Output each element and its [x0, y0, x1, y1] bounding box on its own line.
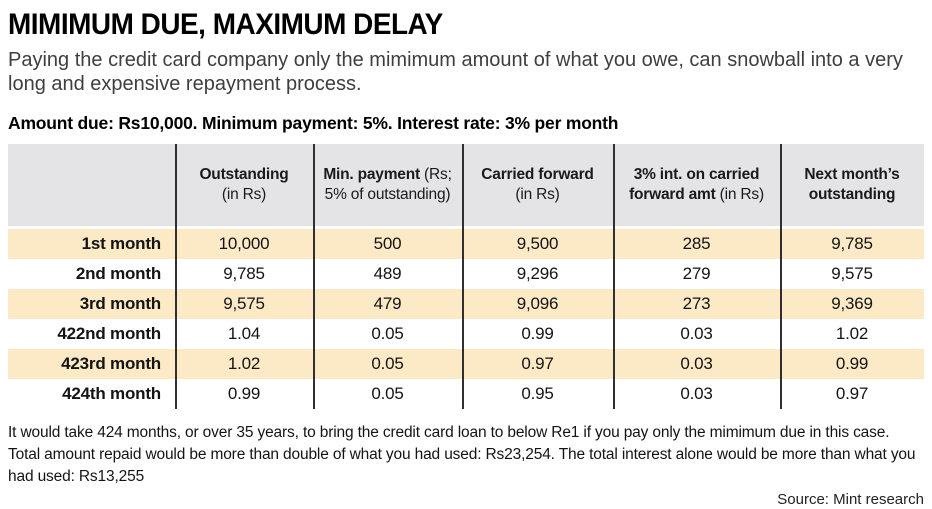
- table-row: 423rd month 1.02 0.05 0.97 0.03 0.99: [8, 349, 924, 379]
- source-credit: Source: Mint research: [777, 491, 924, 508]
- row-label: 2nd month: [75, 264, 161, 283]
- interest-value: 0.03: [680, 354, 713, 373]
- row-label: 1st month: [81, 234, 162, 253]
- min-payment-value: 0.05: [371, 354, 404, 373]
- interest-value: 285: [682, 234, 711, 253]
- row-label: 423rd month: [61, 354, 161, 373]
- interest-value: 273: [682, 294, 711, 313]
- column-header-interest: 3% int. on carried forward amt (in Rs): [629, 165, 764, 203]
- min-payment-value: 479: [373, 294, 402, 313]
- row-label: 422nd month: [57, 324, 161, 343]
- data-table: Outstanding (in Rs) Min. payment (Rs; 5%…: [8, 144, 924, 409]
- column-header-carried-forward: Carried forward (in Rs): [481, 165, 594, 203]
- table-header-row: Outstanding (in Rs) Min. payment (Rs; 5%…: [8, 144, 924, 226]
- column-divider: [175, 144, 177, 409]
- outstanding-value: 9,785: [223, 264, 265, 283]
- next-month-value: 9,785: [831, 234, 873, 253]
- outstanding-value: 9,575: [223, 294, 265, 313]
- footnote: It would take 424 months, or over 35 yea…: [8, 424, 916, 485]
- next-month-value: 0.99: [835, 354, 869, 373]
- next-month-value: 9,369: [831, 294, 873, 313]
- table-row: 2nd month 9,785 489 9,296 279 9,575: [8, 259, 924, 289]
- column-header-next-month: Next month’s outstanding: [804, 165, 900, 203]
- next-month-value: 1.02: [835, 324, 869, 343]
- carried-forward-value: 0.99: [521, 324, 554, 343]
- outstanding-value: 1.02: [227, 354, 261, 373]
- table-row: 3rd month 9,575 479 9,096 273 9,369: [8, 289, 924, 319]
- column-divider: [780, 144, 782, 409]
- column-divider: [613, 144, 615, 409]
- carried-forward-value: 0.95: [521, 384, 554, 403]
- table-row: 1st month 10,000 500 9,500 285 9,785: [8, 229, 924, 259]
- column-divider: [462, 144, 464, 409]
- table-row: 424th month 0.99 0.05 0.95 0.03 0.97: [8, 379, 924, 409]
- interest-value: 0.03: [680, 384, 713, 403]
- assumptions-line: Amount due: Rs10,000. Minimum payment: 5…: [8, 113, 619, 133]
- carried-forward-value: 9,096: [516, 294, 559, 313]
- carried-forward-value: 9,296: [516, 264, 559, 283]
- row-label: 424th month: [62, 384, 161, 403]
- interest-value: 279: [682, 264, 711, 283]
- min-payment-value: 0.05: [371, 384, 404, 403]
- outstanding-value: 1.04: [227, 324, 261, 343]
- outstanding-value: 0.99: [227, 384, 261, 403]
- table-row: 422nd month 1.04 0.05 0.99 0.03 1.02: [8, 319, 924, 349]
- carried-forward-value: 9,500: [516, 234, 559, 253]
- page-title: MIMIMUM DUE, MAXIMUM DELAY: [8, 8, 443, 41]
- row-label: 3rd month: [79, 294, 162, 313]
- outstanding-value: 10,000: [218, 234, 270, 253]
- next-month-value: 0.97: [835, 384, 869, 403]
- min-payment-value: 0.05: [371, 324, 404, 343]
- carried-forward-value: 0.97: [521, 354, 554, 373]
- subtitle: Paying the credit card company only the …: [8, 49, 903, 95]
- interest-value: 0.03: [680, 324, 713, 343]
- next-month-value: 9,575: [831, 264, 873, 283]
- column-divider: [313, 144, 315, 409]
- column-header-min-payment: Min. payment (Rs; 5% of outstanding): [323, 165, 452, 203]
- min-payment-value: 489: [373, 264, 402, 283]
- min-payment-value: 500: [373, 234, 402, 253]
- column-header-outstanding: Outstanding (in Rs): [199, 165, 289, 203]
